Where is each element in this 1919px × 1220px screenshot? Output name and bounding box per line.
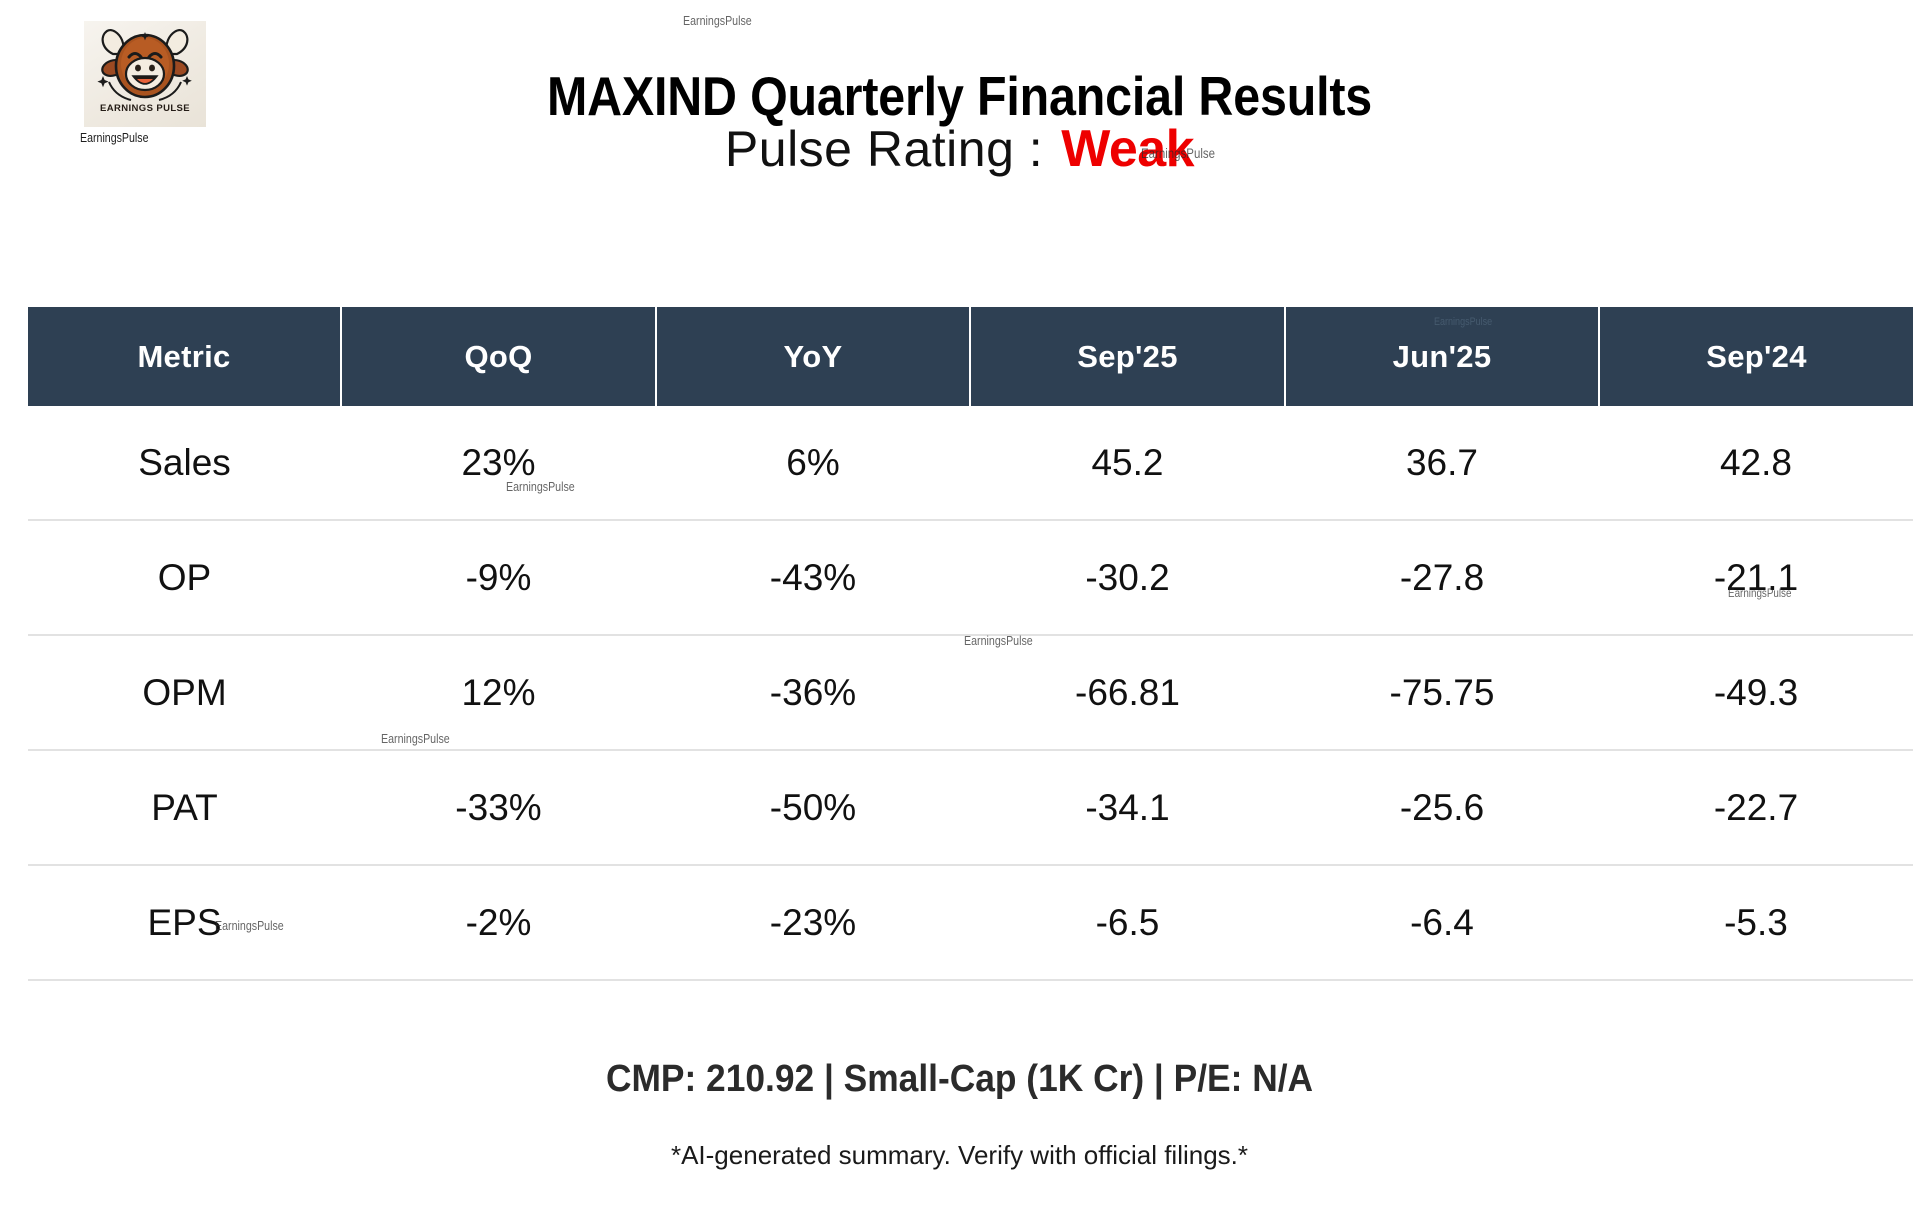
row-jun25-value: -25.6 <box>1285 750 1599 866</box>
row-jun25-value: -75.75 <box>1285 635 1599 751</box>
row-qoq-value: 12% <box>341 635 656 751</box>
table-row: Sales 23% 6% 45.2 36.7 42.8 <box>28 406 1913 521</box>
row-sep25-value: -6.5 <box>970 865 1285 981</box>
table-row: PAT -33% -50% -34.1 -25.6 -22.7 <box>28 750 1913 866</box>
row-sep25-value: 45.2 <box>970 406 1285 521</box>
watermark-title: EarningsPulse <box>683 13 752 28</box>
row-jun25-value: 36.7 <box>1285 406 1599 521</box>
table-row: EPS -2% -23% -6.5 -6.4 -5.3 <box>28 865 1913 981</box>
row-jun25-value: -27.8 <box>1285 520 1599 636</box>
table-row: OP -9% -43% -30.2 -27.8 -21.1 <box>28 520 1913 636</box>
row-yoy-value: -23% <box>656 865 970 981</box>
logo-caption-watermark: EarningsPulse <box>80 131 149 145</box>
row-sep24-value: -21.1 <box>1599 520 1913 636</box>
column-header-qoq: QoQ <box>341 307 657 406</box>
logo-wordmark: EARNINGS PULSE <box>99 103 191 114</box>
table-header-row: Metric QoQ YoY Sep'25 Jun'25 Sep'24 <box>28 307 1913 406</box>
financial-results-table: Metric QoQ YoY Sep'25 Jun'25 Sep'24 Sale… <box>28 307 1913 981</box>
row-qoq-value: -9% <box>341 520 656 636</box>
cmp-summary-line: CMP: 210.92 | Small-Cap (1K Cr) | P/E: N… <box>605 1058 1314 1100</box>
table-row: OPM 12% -36% -66.81 -75.75 -49.3 <box>28 635 1913 751</box>
row-yoy-value: -36% <box>656 635 970 751</box>
row-metric-label: PAT <box>28 750 341 866</box>
row-sep24-value: -49.3 <box>1599 635 1913 751</box>
row-metric-label: EPS <box>28 865 341 981</box>
row-qoq-value: -33% <box>341 750 656 866</box>
pulse-rating-value: Weak <box>1061 120 1195 178</box>
row-metric-label: OPM <box>28 635 341 751</box>
row-jun25-value: -6.4 <box>1285 865 1599 981</box>
pulse-rating-label: Pulse Rating : <box>724 121 1044 177</box>
row-yoy-value: 6% <box>656 406 970 521</box>
row-metric-label: OP <box>28 520 341 636</box>
column-header-sep24: Sep'24 <box>1599 307 1913 406</box>
bull-mascot-icon <box>97 29 192 101</box>
row-metric-label: Sales <box>28 406 341 521</box>
column-header-yoy: YoY <box>656 307 971 406</box>
row-qoq-value: 23% <box>341 406 656 521</box>
row-yoy-value: -43% <box>656 520 970 636</box>
row-sep24-value: -22.7 <box>1599 750 1913 866</box>
row-yoy-value: -50% <box>656 750 970 866</box>
row-sep25-value: -30.2 <box>970 520 1285 636</box>
row-qoq-value: -2% <box>341 865 656 981</box>
row-sep24-value: 42.8 <box>1599 406 1913 521</box>
earnings-pulse-logo: EARNINGS PULSE <box>84 21 206 127</box>
page-title: MAXIND Quarterly Financial Results <box>546 64 1373 127</box>
row-sep24-value: -5.3 <box>1599 865 1913 981</box>
row-sep25-value: -66.81 <box>970 635 1285 751</box>
disclaimer-text: *AI-generated summary. Verify with offic… <box>670 1140 1249 1170</box>
row-sep25-value: -34.1 <box>970 750 1285 866</box>
pulse-rating: Pulse Rating : Weak <box>0 119 1919 179</box>
column-header-sep25: Sep'25 <box>970 307 1286 406</box>
column-header-jun25: Jun'25 <box>1285 307 1600 406</box>
column-header-metric: Metric <box>28 307 342 406</box>
